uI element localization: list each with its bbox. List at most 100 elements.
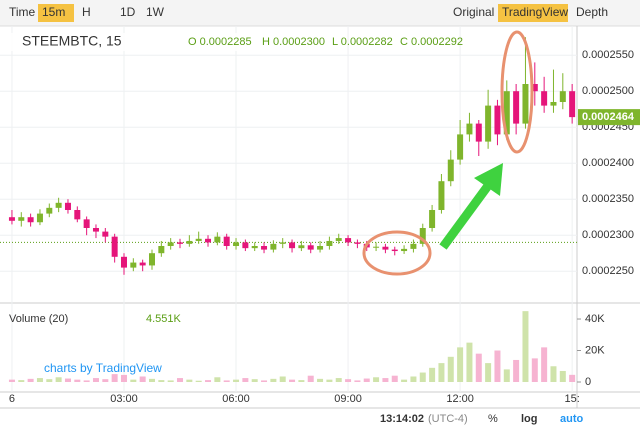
volume-bar [251, 379, 258, 382]
candle-body [475, 123, 482, 142]
volume-bar [279, 376, 286, 382]
volume-bar [335, 378, 342, 382]
volume-bar [345, 379, 352, 382]
volume-bar [18, 380, 25, 382]
candle-body [289, 242, 296, 249]
candle-body [391, 249, 398, 252]
candle-body [270, 243, 277, 250]
x-tick-label: 03:00 [110, 393, 138, 405]
last-price-label: 0.0002464 [582, 111, 635, 123]
candle-body [158, 246, 165, 254]
volume-tick-label: 0 [585, 376, 591, 388]
candle-body [251, 246, 258, 249]
candle-body [195, 238, 202, 241]
volume-bar [167, 380, 174, 382]
volume-bar [242, 378, 249, 382]
volume-bar [419, 372, 426, 382]
volume-bar [363, 378, 370, 382]
candle-body [373, 246, 380, 248]
volume-bar [457, 347, 464, 382]
volume-bar [177, 378, 184, 382]
volume-bar [27, 378, 34, 382]
candle-body [541, 91, 548, 106]
candle-body [531, 84, 538, 92]
timezone: (UTC-4) [428, 413, 468, 425]
legend-low: L 0.0002282 [332, 36, 393, 48]
volume-bar [55, 377, 62, 382]
branding[interactable]: charts by TradingView [44, 361, 162, 375]
time-button[interactable]: Time [9, 5, 36, 19]
volume-bar [531, 358, 538, 382]
tradingview-button[interactable]: TradingView [502, 5, 568, 19]
volume-bar [8, 379, 15, 382]
log-toggle[interactable]: log [521, 413, 538, 425]
volume-bar [447, 356, 454, 382]
candle-body [27, 217, 34, 223]
candle-body [410, 243, 417, 249]
week-button[interactable]: 1W [146, 5, 165, 19]
volume-bar [485, 363, 492, 382]
volume-bar [223, 380, 230, 382]
volume-bar [36, 378, 43, 382]
volume-bar [475, 353, 482, 382]
candle-body [503, 91, 510, 135]
legend-close: C 0.0002292 [400, 36, 463, 48]
volume-bar [289, 379, 296, 382]
y-tick-label: 0.0002350 [582, 193, 634, 205]
hour-button[interactable]: H [82, 5, 91, 19]
volume-bar [522, 311, 529, 382]
y-tick-label: 0.0002400 [582, 157, 634, 169]
candle-body [466, 123, 473, 135]
volume-bar [205, 380, 212, 382]
legend-bg [2, 33, 332, 51]
volume-bar [410, 376, 417, 382]
x-tick-label: 15: [564, 393, 579, 405]
candle-body [317, 246, 324, 250]
candle-body [298, 245, 305, 249]
candle-body [429, 210, 436, 228]
candle-body [111, 236, 118, 257]
candle-body [279, 242, 286, 244]
volume-bar [307, 375, 314, 382]
y-tick-label: 0.0002250 [582, 265, 634, 277]
volume-bar [186, 379, 193, 382]
interval-button[interactable]: 15m [42, 5, 65, 19]
candle-body [205, 238, 212, 243]
volume-bar [214, 377, 221, 382]
volume-tick-label: 40K [585, 313, 605, 325]
candle-body [513, 91, 520, 124]
volume-bar [46, 379, 53, 382]
annotation-ellipse [362, 230, 432, 276]
candle-body [167, 242, 174, 246]
volume-bar [64, 378, 71, 382]
candle-body [569, 91, 576, 118]
volume-bar [373, 377, 380, 382]
volume-bar [148, 378, 155, 382]
day-button[interactable]: 1D [120, 5, 136, 19]
candle-body [233, 242, 240, 246]
tradingview-active[interactable] [498, 4, 568, 22]
candle-body [485, 105, 492, 142]
percent-toggle[interactable]: % [488, 413, 498, 425]
candle-body [83, 219, 90, 228]
volume-bar [550, 366, 557, 382]
candle-body [242, 242, 249, 249]
depth-button[interactable]: Depth [576, 5, 608, 19]
volume-bar [382, 378, 389, 382]
auto-toggle[interactable]: auto [560, 413, 584, 425]
original-button[interactable]: Original [453, 5, 494, 19]
volume-tick-label: 20K [585, 344, 605, 356]
volume-bar [111, 374, 118, 382]
clock: 13:14:02 [380, 413, 424, 425]
interval-active[interactable] [38, 4, 74, 22]
volume-bar [195, 380, 202, 382]
volume-bar [503, 369, 510, 382]
y-tick-label: 0.0002500 [582, 85, 634, 97]
candle-body [46, 207, 53, 214]
candle-body [214, 236, 221, 243]
volume-bar [130, 379, 137, 382]
candle-body [74, 210, 81, 220]
candle-body [494, 105, 501, 135]
volume-bar [569, 374, 576, 382]
